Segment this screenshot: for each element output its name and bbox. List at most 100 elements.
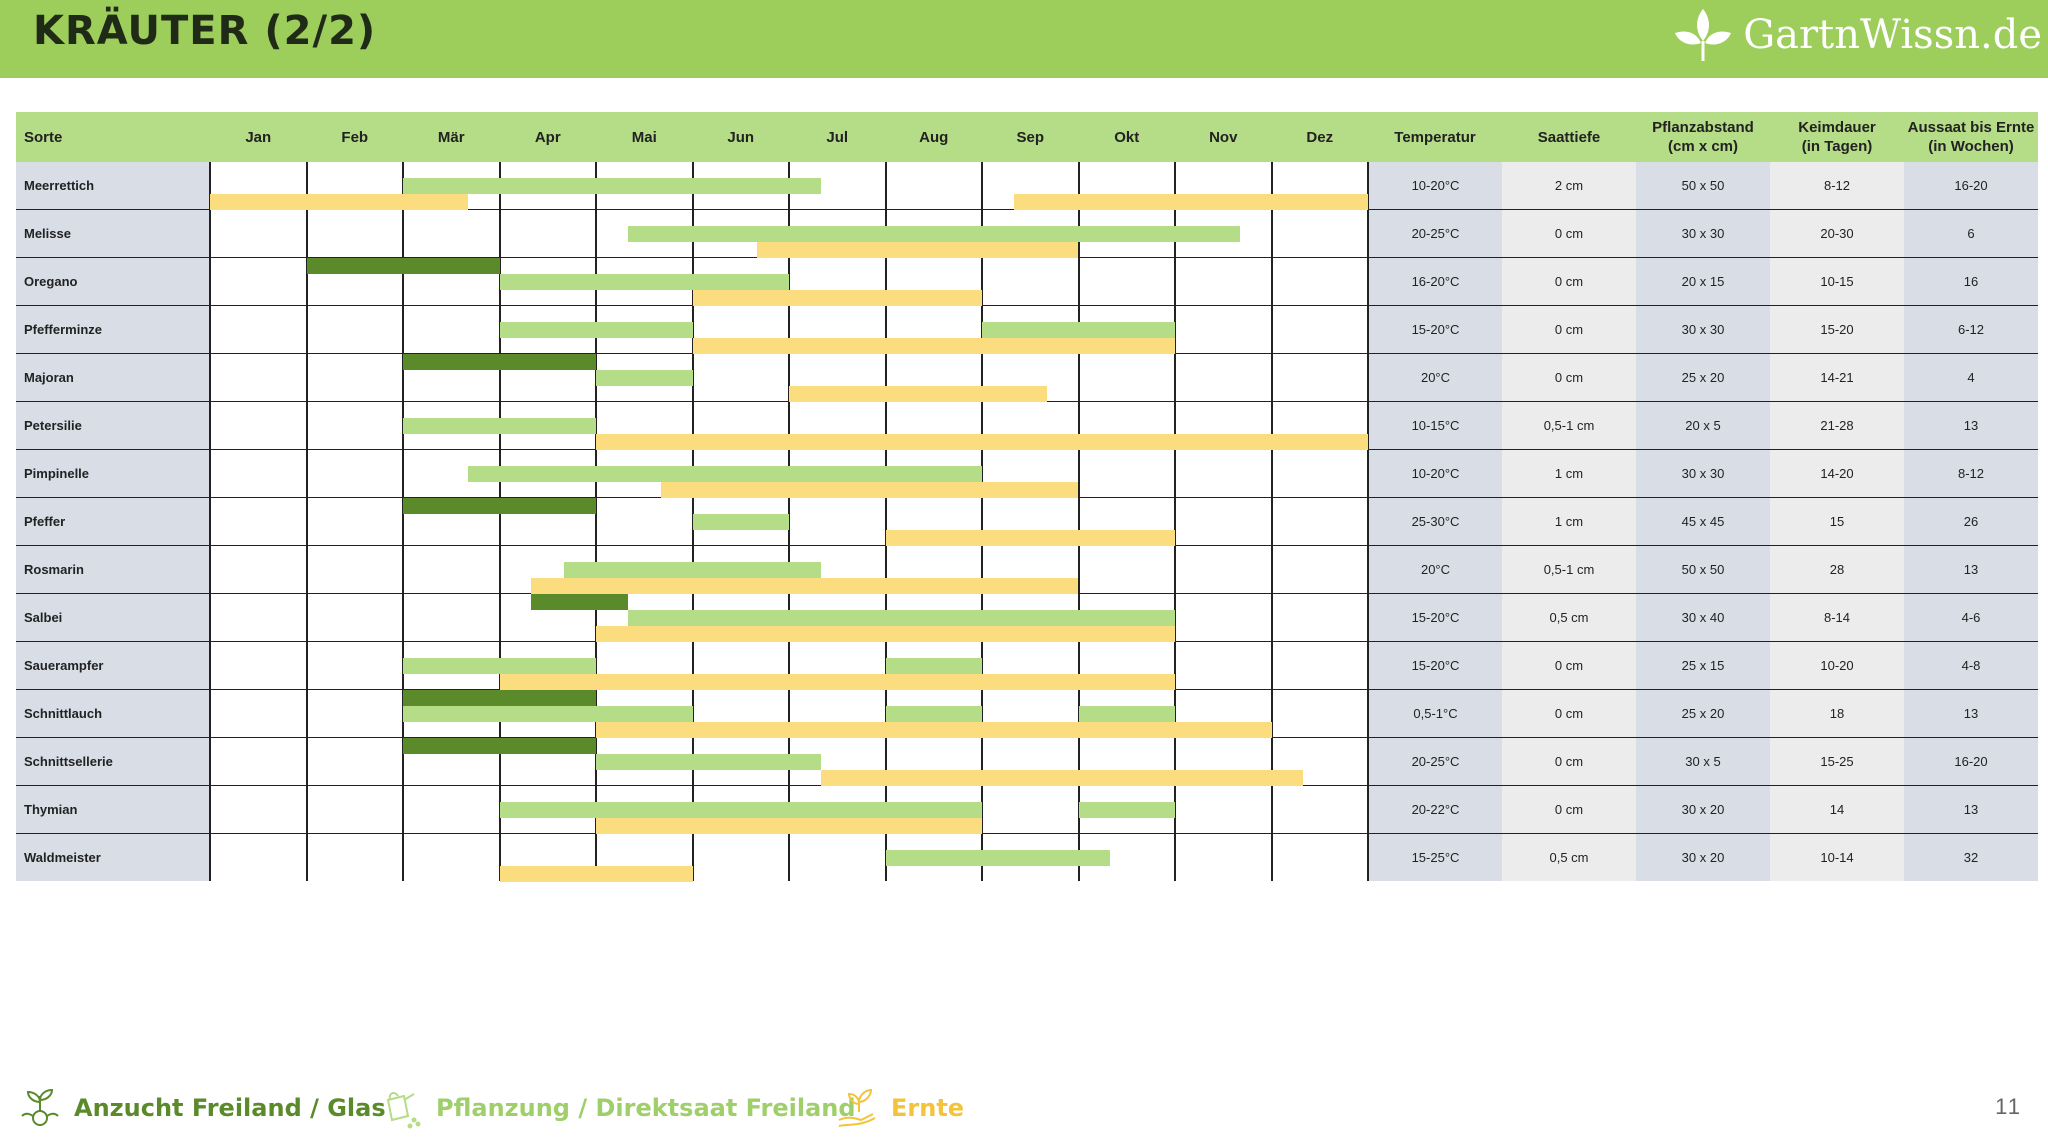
sowing-depth-cell: 0 cm: [1502, 737, 1636, 786]
month-cell: [691, 833, 789, 881]
ernte-bar: [757, 242, 1079, 258]
ernte-bar: [1013, 194, 1368, 210]
plant-spacing-cell: 30 x 5: [1636, 737, 1770, 786]
legend-ernte-label: Ernte: [891, 1094, 965, 1122]
month-cell: [1270, 641, 1369, 690]
pflanzung-bar: [499, 322, 693, 338]
month-cell: [402, 785, 500, 834]
plant-spacing-cell: 50 x 50: [1636, 162, 1770, 210]
sowing-depth-cell: 0 cm: [1502, 305, 1636, 354]
column-header-info: Temperatur: [1368, 112, 1502, 162]
herb-name: Rosmarin: [16, 545, 210, 594]
ernte-bar: [531, 578, 1079, 594]
sowing-to-harvest-cell: 16-20: [1904, 162, 2038, 210]
sowing-to-harvest-cell: 6: [1904, 209, 2038, 258]
ernte-bar: [596, 434, 1368, 450]
sowing-to-harvest-cell: 32: [1904, 833, 2038, 881]
ernte-bar: [596, 626, 1175, 642]
herb-name: Petersilie: [16, 401, 210, 450]
month-cell: [402, 449, 500, 498]
germination-cell: 15: [1770, 497, 1904, 546]
watering-can-icon: [386, 1092, 421, 1129]
germination-cell: 10-14: [1770, 833, 1904, 881]
sowing-depth-cell: 0 cm: [1502, 257, 1636, 306]
germination-cell: 8-12: [1770, 162, 1904, 210]
month-cell: [1077, 353, 1175, 402]
plant-spacing-cell: 20 x 5: [1636, 401, 1770, 450]
month-cell: [981, 785, 1079, 834]
month-cell: [981, 257, 1079, 306]
herb-name: Pfeffer: [16, 497, 210, 546]
page-number: 11: [1995, 1094, 2022, 1119]
logo-text: GartnWissn.de: [1743, 12, 2042, 58]
table-row: Majoran 20°C 0 cm 25 x 20 14-21 4: [16, 353, 2038, 402]
ernte-bar: [789, 386, 1047, 402]
leaf-logo-icon: [1675, 9, 1732, 61]
month-cell: [209, 593, 307, 642]
pflanzung-bar: [596, 754, 821, 770]
pflanzung-bar: [596, 370, 693, 386]
ernte-bar: [692, 290, 982, 306]
month-cell: [788, 497, 886, 546]
sowing-depth-cell: 2 cm: [1502, 162, 1636, 210]
month-cell: [305, 353, 403, 402]
sowing-to-harvest-cell: 13: [1904, 545, 2038, 594]
column-header-month: Jan: [210, 112, 307, 162]
legend-pflanzung-label: Pflanzung / Direktsaat Freiland: [436, 1094, 856, 1122]
anzucht-bar: [403, 498, 596, 514]
month-cell: [1270, 545, 1369, 594]
germination-cell: 28: [1770, 545, 1904, 594]
sowing-to-harvest-cell: 16: [1904, 257, 2038, 306]
month-cell: [209, 497, 307, 546]
sowing-to-harvest-cell: 6-12: [1904, 305, 2038, 354]
plant-spacing-cell: 25 x 20: [1636, 353, 1770, 402]
month-cell: [1270, 497, 1369, 546]
month-cell: [402, 833, 500, 881]
sowing-to-harvest-cell: 13: [1904, 401, 2038, 450]
month-cell: [402, 593, 500, 642]
temperature-cell: 0,5-1°C: [1368, 689, 1502, 738]
logo: GartnWissn.de: [1673, 4, 2042, 66]
column-header-month: Aug: [885, 112, 982, 162]
month-cell: [305, 737, 403, 786]
plant-spacing-cell: 25 x 20: [1636, 689, 1770, 738]
month-cell: [691, 353, 789, 402]
month-cell: [1174, 257, 1272, 306]
sowing-depth-cell: 0 cm: [1502, 785, 1636, 834]
month-cell: [209, 785, 307, 834]
month-cell: [209, 305, 307, 354]
pflanzung-bar: [692, 514, 789, 530]
sowing-to-harvest-cell: 13: [1904, 785, 2038, 834]
plant-spacing-cell: 20 x 15: [1636, 257, 1770, 306]
table-header-row: Sorte Jan Feb Mär Apr Mai Jun Jul Aug Sep Okt Nov De…: [16, 112, 2038, 162]
month-cell: [402, 305, 500, 354]
germination-cell: 20-30: [1770, 209, 1904, 258]
germination-cell: 14-21: [1770, 353, 1904, 402]
pflanzung-bar: [467, 466, 982, 482]
sowing-depth-cell: 0,5-1 cm: [1502, 545, 1636, 594]
month-cell: [788, 833, 886, 881]
column-header-month: Apr: [499, 112, 596, 162]
sowing-to-harvest-cell: 13: [1904, 689, 2038, 738]
month-cell: [305, 689, 403, 738]
germination-cell: 15-20: [1770, 305, 1904, 354]
germination-cell: 10-20: [1770, 641, 1904, 690]
sowing-to-harvest-cell: 26: [1904, 497, 2038, 546]
month-cell: [209, 449, 307, 498]
pflanzung-bar: [403, 418, 596, 434]
germination-cell: 14-20: [1770, 449, 1904, 498]
pflanzung-bar: [885, 850, 1111, 866]
plant-spacing-cell: 45 x 45: [1636, 497, 1770, 546]
herb-name: Pimpinelle: [16, 449, 210, 498]
sowing-depth-cell: 0 cm: [1502, 689, 1636, 738]
ernte-bar: [499, 674, 1175, 690]
ernte-bar: [596, 722, 1272, 738]
page-title: KRÄUTER (2/2): [33, 8, 377, 54]
column-header-info: Keimdauer (in Tagen): [1770, 112, 1904, 162]
temperature-cell: 20-22°C: [1368, 785, 1502, 834]
plant-spacing-cell: 30 x 40: [1636, 593, 1770, 642]
pflanzung-bar: [499, 274, 789, 290]
month-cell: [981, 353, 1079, 402]
sowing-depth-cell: 0,5-1 cm: [1502, 401, 1636, 450]
germination-cell: 14: [1770, 785, 1904, 834]
